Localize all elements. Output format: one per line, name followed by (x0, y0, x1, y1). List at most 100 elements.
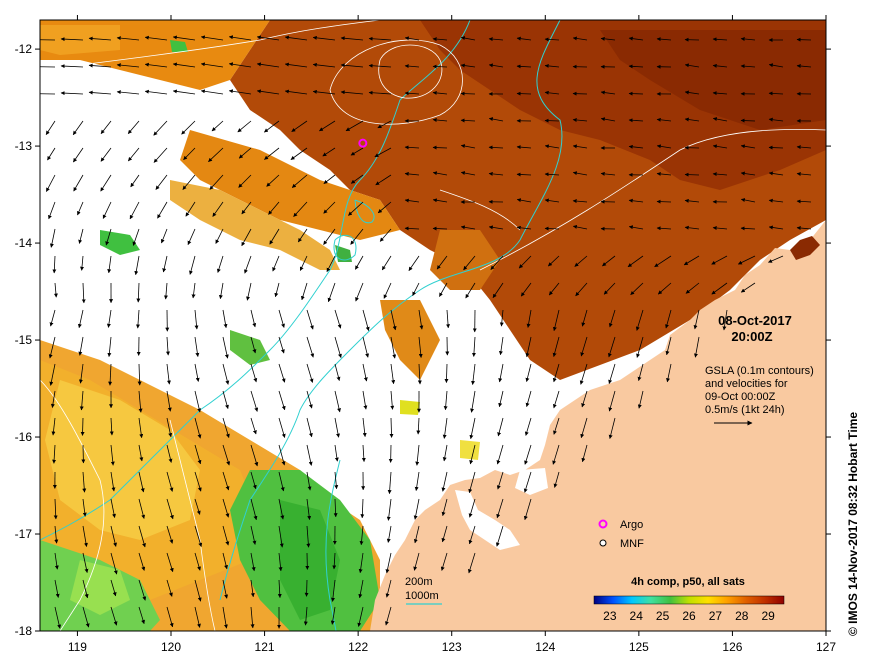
velocity-arrow (544, 144, 560, 149)
velocity-arrow (340, 90, 364, 95)
velocity-arrow (278, 552, 283, 572)
velocity-arrow (523, 498, 532, 521)
velocity-arrow (737, 255, 756, 265)
velocity-arrow (138, 606, 145, 625)
velocity-arrow (54, 606, 62, 629)
velocity-arrow (330, 606, 336, 625)
velocity-arrow (436, 255, 448, 270)
velocity-arrow (110, 498, 116, 518)
velocity-arrow (166, 552, 174, 573)
velocity-arrow (362, 336, 370, 358)
velocity-arrow (544, 172, 560, 177)
velocity-arrow (297, 228, 308, 243)
velocity-arrow (284, 35, 308, 41)
velocity-arrow (166, 444, 173, 463)
velocity-arrow (413, 498, 420, 520)
velocity-arrow (572, 171, 588, 176)
velocity-arrow (80, 255, 85, 271)
velocity-arrow (82, 498, 87, 517)
velocity-arrow (153, 120, 168, 136)
velocity-arrow (181, 120, 196, 135)
velocity-arrow (470, 390, 476, 413)
velocity-arrow (222, 390, 229, 409)
velocity-arrow (60, 37, 84, 42)
velocity-arrow (144, 89, 168, 95)
velocity-arrow (657, 282, 672, 295)
velocity-arrow (334, 363, 341, 381)
velocity-arrow (516, 36, 532, 41)
velocity-arrow (269, 228, 280, 245)
velocity-arrow (656, 144, 672, 149)
velocity-arrow (172, 35, 196, 41)
velocity-arrow (340, 63, 364, 68)
x-tick-label: 122 (348, 640, 368, 654)
velocity-arrow (360, 498, 365, 519)
velocity-arrow (303, 606, 308, 626)
velocity-arrow (524, 417, 532, 436)
velocity-arrow (460, 36, 476, 41)
velocity-arrow (134, 255, 140, 276)
velocity-arrow (693, 309, 700, 330)
velocity-arrow (222, 309, 228, 329)
velocity-arrow (432, 117, 448, 122)
velocity-arrow (194, 552, 201, 571)
velocity-arrow (306, 390, 313, 409)
velocity-arrow (525, 390, 532, 408)
velocity-arrow (553, 471, 560, 488)
velocity-arrow (116, 63, 140, 68)
velocity-arrow (138, 390, 143, 413)
velocity-arrow (106, 309, 112, 328)
velocity-arrow (144, 35, 168, 41)
x-tick-label: 119 (68, 640, 87, 654)
velocity-arrow (293, 201, 308, 217)
velocity-arrow (381, 255, 392, 271)
velocity-arrow (359, 525, 364, 546)
velocity-arrow (157, 201, 168, 219)
velocity-arrow (432, 64, 448, 69)
velocity-arrow (211, 120, 224, 132)
velocity-arrow (375, 174, 392, 186)
velocity-arrow (471, 363, 476, 385)
velocity-arrow (79, 390, 84, 411)
velocity-arrow (404, 145, 420, 150)
velocity-arrow (49, 363, 56, 386)
velocity-arrow (110, 471, 116, 492)
velocity-arrow (81, 282, 86, 304)
velocity-arrow (306, 498, 312, 521)
velocity-arrow (413, 552, 420, 571)
velocity-arrow (284, 62, 308, 68)
velocity-arrow (412, 282, 420, 296)
velocity-arrow (684, 225, 700, 230)
velocity-arrow (379, 228, 392, 242)
argo-float-marker (358, 138, 368, 148)
velocity-arrow (712, 172, 728, 177)
velocity-arrow (82, 525, 88, 547)
velocity-arrow (768, 225, 784, 230)
velocity-arrow (628, 198, 644, 203)
velocity-arrow (108, 363, 113, 386)
velocity-arrow (116, 36, 140, 41)
velocity-arrow (191, 282, 196, 299)
velocity-arrow (277, 579, 282, 598)
velocity-arrow (291, 174, 308, 188)
velocity-arrow (129, 201, 140, 220)
velocity-arrow (496, 444, 504, 465)
velocity-arrow (711, 282, 728, 295)
velocity-arrow (460, 171, 476, 176)
velocity-arrow (323, 228, 336, 245)
x-tick-label: 124 (535, 640, 555, 654)
velocity-arrow (110, 552, 118, 575)
colorbar-tick-label: 24 (630, 609, 644, 623)
velocity-arrow (200, 89, 224, 95)
velocity-arrow (404, 198, 420, 203)
velocity-arrow (153, 147, 168, 163)
velocity-arrow (628, 118, 644, 123)
velocity-arrow (580, 417, 588, 439)
velocity-arrow (355, 255, 364, 270)
velocity-arrow (385, 552, 392, 574)
velocity-arrow (443, 390, 448, 411)
velocity-arrow (88, 36, 112, 41)
velocity-arrow (137, 363, 142, 386)
velocity-arrow (377, 201, 392, 214)
velocity-arrow (222, 336, 229, 359)
